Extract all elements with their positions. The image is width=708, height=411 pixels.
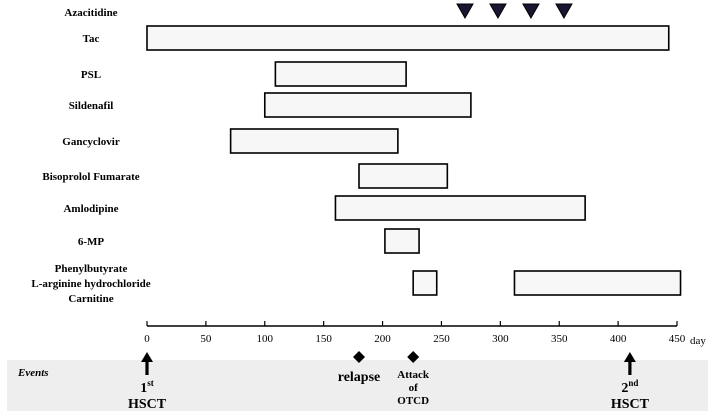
events-band bbox=[7, 360, 708, 411]
drug-label: PSL bbox=[81, 69, 101, 81]
events-title: Events bbox=[17, 367, 49, 379]
drug-label: Azacitidine bbox=[64, 7, 117, 19]
treatment-bar bbox=[384, 228, 420, 254]
x-tick-label: 100 bbox=[257, 333, 274, 345]
x-tick-label: 200 bbox=[374, 333, 391, 345]
x-tick-label: 50 bbox=[200, 333, 212, 345]
treatment-bar bbox=[334, 195, 586, 221]
x-tick-label: 400 bbox=[610, 333, 627, 345]
drug-label: Tac bbox=[83, 33, 100, 45]
x-tick-label: 150 bbox=[315, 333, 332, 345]
treatment-bar bbox=[358, 163, 449, 189]
drug-label: Carnitine bbox=[68, 293, 113, 305]
drug-row: PSL bbox=[81, 61, 407, 87]
event-arrow-head bbox=[141, 352, 153, 362]
drug-row: Amlodipine bbox=[63, 195, 586, 221]
treatment-bar bbox=[412, 270, 438, 296]
treatment-bar bbox=[146, 25, 670, 51]
drug-label: 6-MP bbox=[78, 236, 105, 248]
drug-row: Phenylbutyrate L-arginine hydrochloride Ca… bbox=[31, 263, 682, 305]
drug-row: 6-MP bbox=[78, 228, 420, 254]
x-tick-label: 450 bbox=[669, 333, 686, 345]
event-label-line2: HSCT bbox=[128, 397, 167, 411]
x-tick-label: 250 bbox=[433, 333, 450, 345]
drug-row: Tac bbox=[83, 25, 670, 51]
event-label-line2: HSCT bbox=[611, 397, 650, 411]
event-label: of bbox=[409, 382, 419, 394]
drug-row: Azacitidine bbox=[64, 3, 573, 20]
x-tick-label: 300 bbox=[492, 333, 509, 345]
event-label-superscript: st bbox=[147, 378, 154, 388]
dose-marker bbox=[456, 3, 474, 20]
event-diamond bbox=[353, 351, 365, 363]
drug-label: Phenylbutyrate bbox=[55, 263, 128, 275]
event-arrow-head bbox=[623, 352, 636, 362]
event-label: OTCD bbox=[397, 395, 429, 407]
drug-label: L-arginine hydrochloride bbox=[31, 278, 150, 290]
x-axis: 0 50 100 150 200 250 300 350 400 450 day bbox=[144, 321, 706, 347]
x-tick-label: 350 bbox=[551, 333, 568, 345]
dose-marker bbox=[489, 3, 507, 20]
drug-label: Gancyclovir bbox=[62, 136, 120, 148]
event-diamond bbox=[407, 351, 420, 363]
event-label-superscript: nd bbox=[628, 378, 638, 388]
drug-row: Bisoprolol Fumarate bbox=[42, 163, 449, 189]
x-axis-label: day bbox=[690, 335, 706, 347]
drug-rows: Azacitidine Tac PSL Sildenafil Gancyclovir Bi… bbox=[31, 3, 682, 305]
drug-row: Gancyclovir bbox=[62, 128, 399, 154]
treatment-bar bbox=[274, 61, 407, 87]
drug-label: Bisoprolol Fumarate bbox=[42, 171, 139, 183]
treatment-bar bbox=[513, 270, 682, 296]
drug-label: Sildenafil bbox=[69, 100, 114, 112]
drug-label: Amlodipine bbox=[63, 203, 118, 215]
dose-marker bbox=[555, 3, 573, 20]
event-label: relapse bbox=[338, 370, 381, 385]
drug-row: Sildenafil bbox=[69, 92, 472, 118]
event: relapse bbox=[338, 351, 381, 385]
dose-marker bbox=[522, 3, 540, 20]
treatment-bar bbox=[263, 92, 472, 118]
x-tick-label: 0 bbox=[144, 333, 150, 345]
treatment-bar bbox=[229, 128, 399, 154]
event-label: Attack bbox=[397, 369, 430, 381]
